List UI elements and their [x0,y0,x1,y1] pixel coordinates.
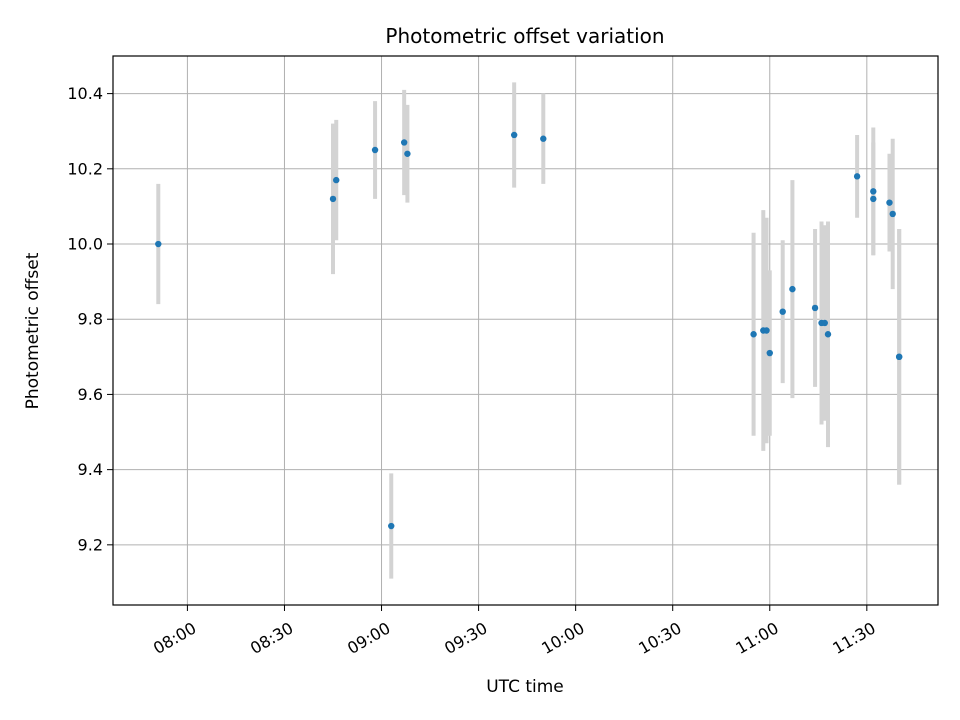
data-point [811,304,819,312]
x-tick-label: 09:00 [344,618,393,658]
grid [113,56,938,605]
y-tick-label: 10.0 [67,235,103,254]
y-tick-label: 10.4 [67,84,103,103]
plot-frame [112,55,939,606]
data-point [750,331,757,338]
data-point [510,131,518,139]
data-point [895,353,903,361]
data-point [333,176,340,184]
y-tick-label: 9.8 [78,310,103,329]
data-point [870,195,877,203]
data-point [540,135,547,142]
axis-ticks: 08:00 08:30 09:00 09:30 10:00 10:30 11:00 11:30… [67,84,878,658]
data-point [388,522,395,530]
data-point [870,188,877,195]
data-point [155,240,162,248]
x-tick-label: 11:00 [732,618,781,658]
y-tick-label: 10.2 [67,159,103,178]
error-bars [156,82,902,579]
data-point [779,308,786,315]
y-axis-title: Photometric offset [23,252,43,409]
data-point [789,285,796,293]
y-tick-label: 9.4 [78,460,103,479]
data-points [155,131,903,530]
data-point [371,146,379,154]
x-tick-label: 08:00 [150,618,199,658]
data-point [853,173,861,180]
x-axis-title: UTC time [486,677,564,697]
data-point [889,210,896,218]
data-point [329,195,337,203]
y-tick-label: 9.2 [78,535,103,554]
y-tick-label: 9.6 [78,385,103,404]
data-point [400,139,408,146]
chart-title: Photometric offset variation [385,24,664,48]
x-tick-label: 08:30 [247,618,296,658]
data-point [824,331,832,338]
data-point [766,349,773,357]
x-tick-label: 09:30 [441,618,490,658]
x-tick-label: 11:30 [829,618,878,658]
data-point [404,150,411,157]
data-point [821,319,828,327]
x-tick-label: 10:30 [635,618,684,658]
x-tick-label: 10:00 [538,618,587,658]
data-point [763,327,770,334]
data-point [886,199,893,206]
